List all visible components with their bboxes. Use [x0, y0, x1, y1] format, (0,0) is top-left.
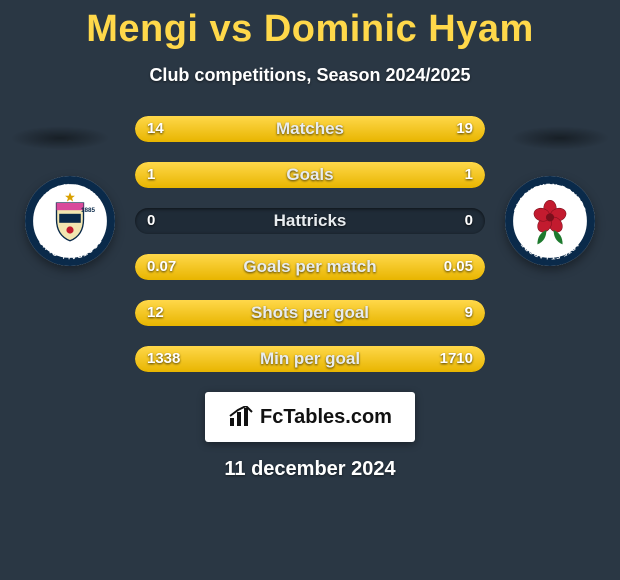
shadow-right	[510, 126, 610, 150]
svg-text:1885: 1885	[81, 207, 96, 214]
club-badge-right: BLACKBURN ROVERS ARTE ET LABORE	[505, 176, 595, 266]
stat-bars: Matches1419 Goals11 Hattricks0 0 Goals per m…	[135, 116, 485, 372]
stat-row: Goals11	[135, 162, 485, 188]
brand-text: FcTables.com	[260, 406, 392, 429]
stat-row: Goals per match0.070.05	[135, 254, 485, 280]
stat-value-left: 0	[147, 208, 155, 234]
stat-label: Hattricks	[135, 208, 485, 234]
comparison-panel: LUTON TOWN FOOTBALL CLUB 1885 BLACKBURN …	[0, 116, 620, 372]
stat-fill-right	[338, 254, 485, 280]
stat-fill-right	[335, 300, 486, 326]
stat-row: Shots per goal129	[135, 300, 485, 326]
stat-fill-right	[282, 116, 485, 142]
brand-chart-icon	[228, 406, 254, 428]
snapshot-date: 11 december 2024	[0, 458, 620, 481]
stat-fill-right	[289, 346, 485, 372]
stat-row: Matches1419	[135, 116, 485, 142]
luton-crest-icon: LUTON TOWN FOOTBALL CLUB 1885	[25, 176, 115, 266]
stat-row: Hattricks0 0	[135, 208, 485, 234]
stat-fill-left	[135, 300, 335, 326]
brand-badge: FcTables.com	[205, 392, 415, 442]
stat-value-right: 0	[465, 208, 473, 234]
stat-fill-left	[135, 162, 310, 188]
subtitle: Club competitions, Season 2024/2025	[0, 65, 620, 86]
club-badge-left: LUTON TOWN FOOTBALL CLUB 1885	[25, 176, 115, 266]
shadow-left	[10, 126, 110, 150]
stat-fill-left	[135, 346, 289, 372]
stat-fill-left	[135, 254, 338, 280]
page-title: Mengi vs Dominic Hyam	[0, 0, 620, 51]
stat-fill-left	[135, 116, 282, 142]
stat-fill-right	[310, 162, 485, 188]
blackburn-crest-icon: BLACKBURN ROVERS ARTE ET LABORE	[505, 176, 595, 266]
stat-row: Min per goal13381710	[135, 346, 485, 372]
